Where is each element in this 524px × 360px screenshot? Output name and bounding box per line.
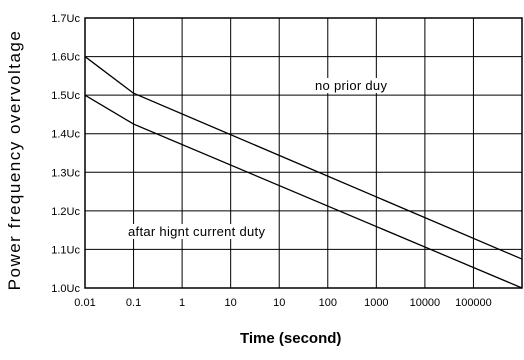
x-tick-label: 100000 (455, 297, 492, 309)
y-tick-label: 1.4Uc (51, 129, 80, 141)
y-tick-label: 1.6Uc (51, 52, 80, 64)
y-axis-label: Power frequency overvoltage (5, 29, 24, 291)
y-tick-label: 1.0Uc (51, 283, 80, 295)
series-line-after-high-current-duty (84, 94, 523, 289)
x-tick-label: 1 (179, 297, 185, 309)
x-tick-labels: 0.01 0.1 1 10 10 100 1000 10000 100000 (74, 297, 492, 309)
annotation-after-high-current-duty: aftar hignt current duty (128, 224, 266, 239)
series-lines (84, 56, 523, 289)
y-tick-label: 1.5Uc (51, 90, 80, 102)
x-tick-label: 10 (225, 297, 237, 309)
grid (84, 17, 523, 289)
x-axis-label: Time (second) (240, 330, 342, 347)
y-tick-label: 1.7Uc (51, 13, 80, 25)
y-tick-label: 1.3Uc (51, 167, 80, 179)
series-line-no-prior-duty (84, 56, 523, 260)
x-tick-label: 10000 (410, 297, 441, 309)
y-tick-label: 1.2Uc (51, 206, 80, 218)
x-tick-label: 1000 (364, 297, 388, 309)
plot-frame (84, 17, 523, 289)
x-tick-label: 0.1 (126, 297, 141, 309)
x-tick-label: 0.01 (74, 297, 95, 309)
annotation-no-prior-duty: no prior duy (315, 78, 388, 93)
x-tick-label: 100 (319, 297, 337, 309)
x-tick-label: 10 (273, 297, 285, 309)
y-tick-labels: 1.0Uc 1.1Uc 1.2Uc 1.3Uc 1.4Uc 1.5Uc 1.6Uc 1.7Uc (51, 13, 80, 295)
y-tick-label: 1.1Uc (51, 244, 80, 256)
